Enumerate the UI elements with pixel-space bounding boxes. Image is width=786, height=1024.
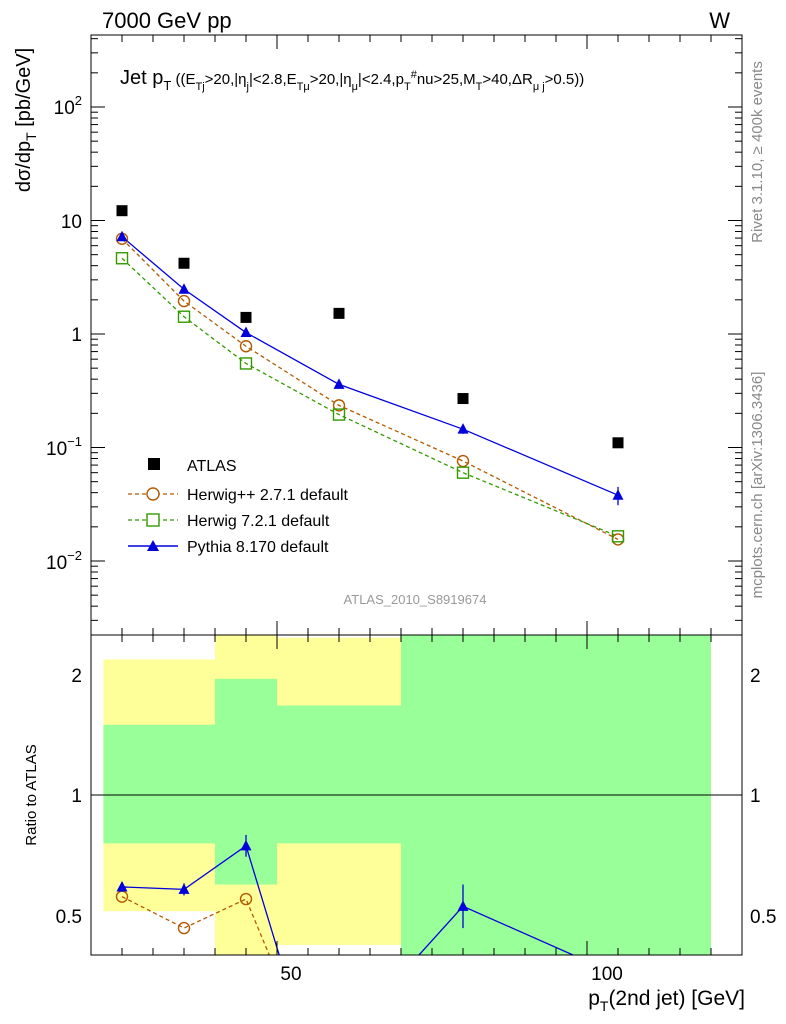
header-energy-label: 7000 GeV pp [102, 8, 232, 33]
data-point-pythia [240, 326, 252, 338]
ratio-y-tick-2: 2 [71, 666, 82, 687]
analysis-label: ATLAS_2010_S8919674 [344, 592, 487, 607]
y-tick-label-1: 1 [71, 325, 82, 346]
legend-label-herwig7: Herwig 7.2.1 default [187, 513, 330, 530]
ratio-y-tick-1-right: 1 [750, 786, 761, 807]
data-point-herwig7 [239, 357, 253, 370]
data-point-herwigpp [177, 294, 191, 308]
data-point-herwig7 [611, 530, 625, 543]
legend-label-atlas: ATLAS [187, 458, 237, 475]
main-axis-ticks [90, 35, 743, 635]
data-point-atlas [457, 393, 469, 405]
data-point-herwig7 [456, 466, 470, 479]
y-tick-label-1e-1: 10−1 [46, 434, 82, 460]
series-line [121, 238, 619, 540]
ratio-curves [115, 834, 575, 955]
data-point-pythia [178, 883, 190, 894]
ratio-plot-frame [90, 634, 743, 956]
y-tick-label-1e2: 102 [54, 93, 82, 119]
ratio-plot-panel: 2 1 0.5 2 1 0.5 Ratio to ATLAS 50 100 pT… [23, 634, 776, 1014]
mcplots-label: mcplots.cern.ch [arXiv:1306.3436] [749, 372, 766, 599]
uncertainty-band-green [277, 705, 401, 844]
legend-marker-pythia [147, 540, 159, 551]
data-point-atlas [178, 257, 190, 269]
ratio-y-tick-0.5: 0.5 [56, 907, 82, 928]
main-y-axis-title: dσ/dpT [pb/GeV] [13, 48, 39, 192]
ratio-y-axis-title: Ratio to ATLAS [23, 744, 40, 845]
data-point-pythia [240, 839, 252, 851]
header-process-label: W [709, 8, 730, 33]
x-tick-label-50: 50 [280, 964, 301, 985]
legend: ATLAS Herwig++ 2.7.1 default Herwig 7.2.… [128, 458, 349, 556]
data-point-herwigpp [239, 892, 253, 906]
main-plot-curves [121, 236, 619, 540]
x-tick-label-100: 100 [591, 964, 623, 985]
data-point-herwigpp [456, 454, 470, 468]
ratio-y-tick-labels-left: 2 1 0.5 [56, 666, 82, 928]
legend-label-pythia: Pythia 8.170 default [187, 539, 329, 556]
ratio-axis-ticks [90, 635, 743, 955]
y-tick-label-10: 10 [61, 212, 82, 233]
data-point-herwigpp [239, 340, 253, 353]
ratio-y-tick-labels-right: 2 1 0.5 [750, 666, 776, 928]
ratio-series-line [121, 844, 280, 955]
legend-label-herwigpp: Herwig++ 2.7.1 default [187, 487, 349, 504]
data-point-atlas [240, 311, 252, 323]
data-point-herwig7 [177, 310, 191, 323]
data-point-atlas [612, 437, 624, 449]
legend-marker-herwig7 [146, 513, 160, 527]
data-point-pythia [612, 489, 624, 500]
ratio-y-tick-2-right: 2 [750, 666, 761, 687]
main-y-tick-labels: 102 10 1 10−1 10−2 [46, 93, 82, 574]
data-point-pythia [333, 378, 345, 389]
data-point-pythia [116, 230, 128, 242]
y-tick-label-1e-2: 10−2 [46, 548, 82, 574]
data-point-herwigpp [332, 399, 346, 412]
ratio-y-tick-0.5-right: 0.5 [750, 907, 776, 928]
data-point-pythia [178, 283, 190, 294]
data-point-pythia [457, 423, 469, 434]
data-point-herwig7 [332, 408, 346, 421]
data-point-pythia [116, 880, 128, 892]
x-axis-title: pT(2nd jet) [GeV] [588, 987, 745, 1014]
series-line [121, 257, 619, 537]
data-point-herwigpp [177, 921, 191, 935]
data-point-pythia [457, 900, 469, 911]
uncertainty-band-green [103, 724, 215, 844]
legend-marker-atlas [148, 458, 160, 470]
data-point-herwig7 [115, 252, 129, 265]
main-plot-markers [115, 205, 625, 546]
rivet-version-label: Rivet 3.1.10, ≥ 400k events [749, 61, 766, 243]
legend-marker-herwigpp [146, 487, 160, 501]
main-plot-panel: 102 10 1 10−1 10−2 dσ/dpT [pb/GeV] Jet p… [13, 34, 743, 636]
data-point-atlas [116, 205, 128, 217]
data-point-atlas [333, 307, 345, 319]
ratio-y-tick-1: 1 [71, 786, 82, 807]
series-line [121, 236, 619, 496]
plot-title: Jet pT ((ETj>20,|ηj|<2.8,ETμ>20,|ημ|<2.4… [120, 67, 584, 93]
